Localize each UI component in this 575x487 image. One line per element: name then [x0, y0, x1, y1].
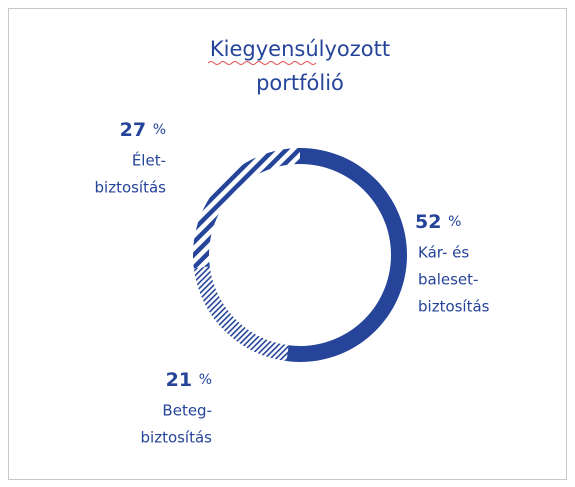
value-label: 21 %: [166, 369, 212, 391]
donut-segment: [192, 148, 300, 269]
frame: [8, 8, 567, 480]
category-label: biztosítás: [141, 429, 213, 447]
category-label: baleset-: [418, 271, 478, 289]
value-label: 27 %: [120, 119, 166, 141]
category-label: biztosítás: [95, 179, 167, 197]
chart-title: portfólió: [256, 71, 344, 95]
value-label: 52 %: [415, 211, 461, 233]
category-label: Kár- és: [418, 244, 469, 262]
spellcheck-underline: [207, 61, 317, 65]
donut-segment: [286, 148, 407, 362]
donut-segment: [193, 266, 289, 362]
chart-title: Kiegyensúlyozott: [210, 37, 390, 61]
category-label: Beteg-: [162, 402, 212, 420]
category-label: Élet-: [132, 151, 166, 170]
category-label: biztosítás: [418, 298, 490, 316]
